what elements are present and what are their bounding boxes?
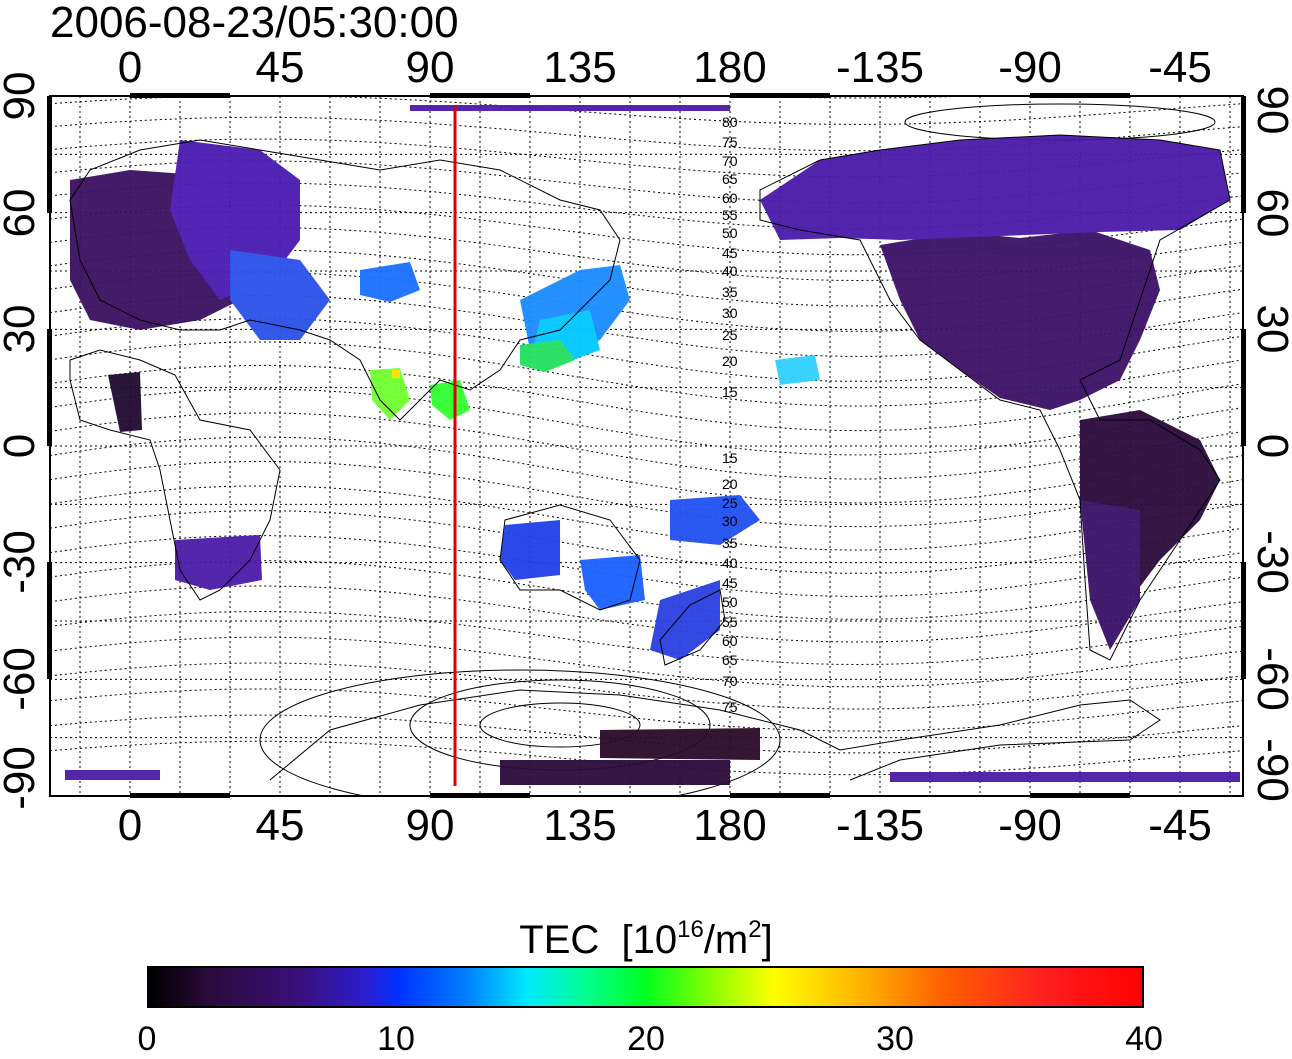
contour-label: 75 <box>722 699 738 715</box>
contour-label: 15 <box>722 450 738 466</box>
contour-label: 50 <box>722 225 738 241</box>
colorbar-tick: 10 <box>377 1020 415 1058</box>
contour-label: 45 <box>722 245 738 261</box>
tec-south-band-left <box>65 770 160 780</box>
contour-label: 75 <box>722 134 738 150</box>
contour-label: 30 <box>722 513 738 529</box>
lat-tick-left: -90 <box>0 746 44 810</box>
colorbar-tick: 0 <box>137 1020 157 1058</box>
lon-tick-bottom: 0 <box>117 801 143 850</box>
lat-tick-right: 90 <box>1248 85 1292 135</box>
tec-india-yellow <box>392 370 400 378</box>
contour-label: 50 <box>722 594 738 610</box>
contour-label: 70 <box>722 673 738 689</box>
tec-australia-east <box>580 555 645 610</box>
lon-tick-top: 0 <box>117 43 143 92</box>
lat-tick-left: 90 <box>0 71 44 121</box>
contour-label: 65 <box>722 171 738 187</box>
lon-tick-bottom: -135 <box>835 801 925 850</box>
lat-tick-right: 30 <box>1248 304 1292 354</box>
tec-antarctica-2 <box>500 760 730 785</box>
colorbar-unit-exp2: 2 <box>748 916 762 943</box>
map-title: 2006-08-23/05:30:00 <box>50 0 459 47</box>
tec-india <box>370 368 410 420</box>
contour-label: 55 <box>722 207 738 223</box>
contour-label-group: 8075706560555045403530252015152025303540… <box>722 114 738 715</box>
lat-tick-right: -90 <box>1248 738 1292 802</box>
lon-tick-top: -135 <box>835 43 925 92</box>
lat-tick-right: -30 <box>1248 530 1292 594</box>
lat-tick-right: 0 <box>1248 406 1292 486</box>
tec-south-africa <box>175 535 262 590</box>
tec-indochina <box>430 380 470 420</box>
contour-label: 30 <box>722 305 738 321</box>
lon-tick-bottom: 180 <box>693 801 767 850</box>
contour-label: 35 <box>722 535 738 551</box>
contour-label: 35 <box>722 284 738 300</box>
tec-antarctica <box>600 728 760 760</box>
contour-label: 25 <box>722 327 738 343</box>
lon-tick-bottom: 45 <box>255 801 305 850</box>
contour-label: 25 <box>722 495 738 511</box>
tec-pacific-arc <box>775 355 820 385</box>
tec-canada <box>760 135 1230 240</box>
colorbar-unit-end: ] <box>761 918 773 962</box>
lon-tick-bottom: -45 <box>1148 801 1212 850</box>
coastlines <box>69 134 1231 781</box>
contour-label: 20 <box>722 353 738 369</box>
tec-siberia-blue <box>360 262 420 302</box>
lon-tick-bottom: -90 <box>998 801 1062 850</box>
tec-patches <box>65 105 1240 785</box>
colorbar-tick: 30 <box>876 1020 914 1058</box>
contour-label: 40 <box>722 555 738 571</box>
lat-tick-left: -60 <box>0 647 44 711</box>
colorbar-tick: 20 <box>627 1020 665 1058</box>
colorbar <box>147 966 1144 1008</box>
colorbar-unit-mid: /m <box>703 918 749 962</box>
tec-pacific-blue <box>670 495 760 545</box>
colorbar-unit-exp: 16 <box>677 916 704 943</box>
contour-label: 20 <box>722 476 738 492</box>
tec-north-africa <box>108 372 142 432</box>
lat-tick-left: 0 <box>0 406 44 486</box>
lon-tick-top: 135 <box>543 43 617 92</box>
lat-tick-left: 60 <box>0 188 44 238</box>
colorbar-tick: 40 <box>1125 1020 1163 1058</box>
lon-tick-top: 45 <box>255 43 305 92</box>
tec-central-asia <box>230 250 330 340</box>
contour-label: 65 <box>722 652 738 668</box>
lat-tick-left: 30 <box>0 304 44 354</box>
tec-north-america <box>880 230 1160 410</box>
lon-tick-bottom: 135 <box>543 801 617 850</box>
tec-north-band <box>410 105 730 111</box>
contour-label: 80 <box>722 114 738 130</box>
lat-tick-right: -60 <box>1248 647 1292 711</box>
tec-south-band-right <box>890 772 1240 782</box>
tec-new-zealand <box>650 580 720 660</box>
contour-label: 70 <box>722 153 738 169</box>
lon-tick-top: 90 <box>405 43 455 92</box>
lon-tick-top: 180 <box>693 43 767 92</box>
contour-label: 45 <box>722 575 738 591</box>
contour-label: 40 <box>722 263 738 279</box>
colorbar-title-text: TEC <box>519 918 600 962</box>
lon-tick-bottom: 90 <box>405 801 455 850</box>
colorbar-title: TEC [1016/m2] <box>0 906 1292 964</box>
tec-china-green <box>520 340 575 372</box>
lat-tick-left: -30 <box>0 530 44 594</box>
lon-tick-top: -45 <box>1148 43 1212 92</box>
lat-tick-right: 60 <box>1248 188 1292 238</box>
tec-patagonia <box>1080 500 1140 650</box>
lon-tick-top: -90 <box>998 43 1062 92</box>
contour-label: 55 <box>722 614 738 630</box>
contour-label: 15 <box>722 384 738 400</box>
contour-label: 60 <box>722 633 738 649</box>
colorbar-unit-base: [10 <box>621 918 678 962</box>
tec-australia-west <box>500 520 560 580</box>
contour-label: 60 <box>722 190 738 206</box>
